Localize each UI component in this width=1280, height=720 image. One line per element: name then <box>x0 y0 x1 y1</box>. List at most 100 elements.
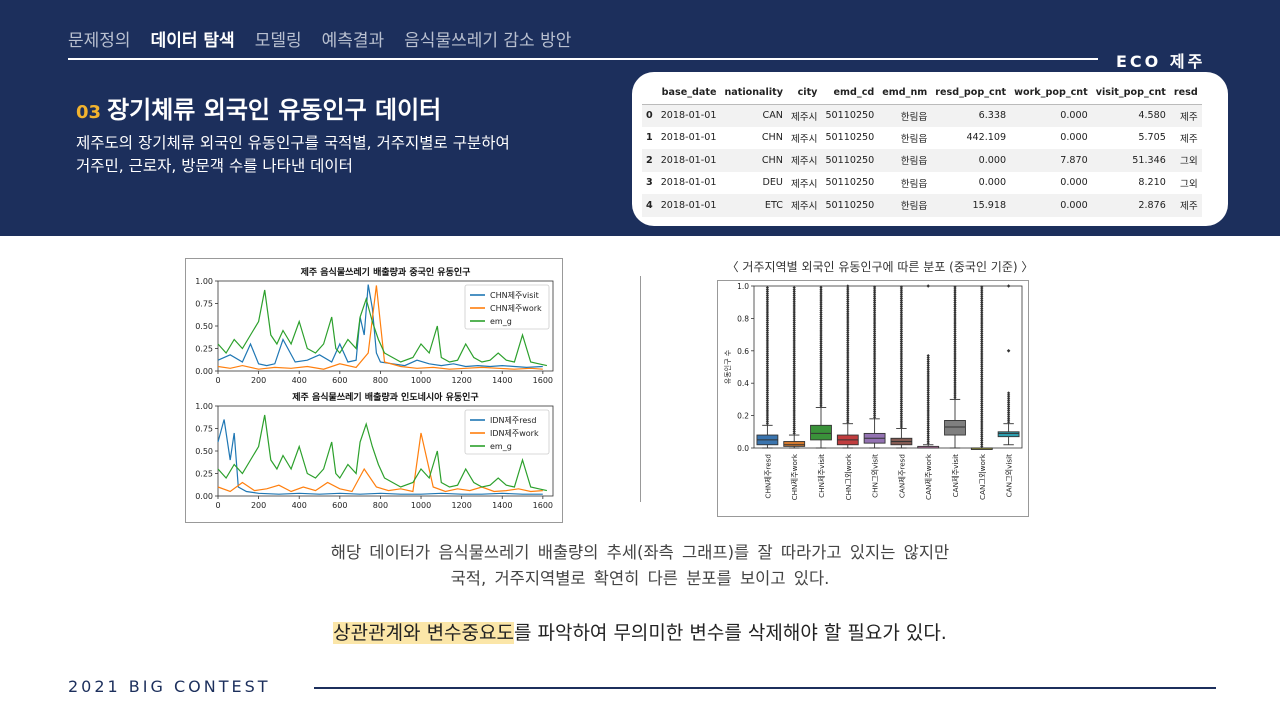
top-nav: 문제정의 데이터 탐색 모델링 예측결과 음식물쓰레기 감소 방안 <box>68 26 571 51</box>
table-cell: 제주 <box>1169 194 1202 217</box>
table-cell: 한림읍 <box>900 178 928 190</box>
outlier-point <box>873 382 877 386</box>
outlier-point <box>980 402 984 406</box>
table-cell: 50110250 <box>821 149 879 172</box>
outlier-point <box>980 417 984 421</box>
section-desc-line-2: 거주민, 근로자, 방문객 수를 나타낸 데이터 <box>76 157 353 175</box>
y-tick-label: 0.25 <box>195 345 213 354</box>
plot-frame <box>753 285 1023 449</box>
outlier-point <box>846 327 850 331</box>
outlier-point <box>1007 402 1011 407</box>
outlier-point <box>980 367 984 371</box>
outlier-point <box>1007 393 1011 397</box>
outlier-point <box>953 312 957 316</box>
table-cell: 0.000 <box>931 149 1011 172</box>
outlier-point <box>980 437 984 441</box>
y-tick-label: 0.50 <box>195 447 213 456</box>
chart-title: 제주 음식물쓰레기 배출량과 인도네시아 유동인구 <box>292 391 478 403</box>
x-tick-label: CHN제주resd <box>763 454 772 499</box>
legend-label: em_g <box>490 442 512 451</box>
table-cell: 7.870 <box>1010 149 1092 172</box>
outlier-point <box>953 378 957 382</box>
box-mark <box>997 431 1020 438</box>
x-tick-label: 200 <box>251 376 266 385</box>
outlier-point <box>765 301 769 305</box>
outlier-point <box>819 314 823 319</box>
series-line <box>217 414 548 492</box>
table-header-cell: work_pop_cnt <box>1010 82 1092 105</box>
outlier-point <box>953 298 957 303</box>
outlier-point <box>980 363 984 367</box>
table-header-cell: base_date <box>656 82 721 105</box>
outlier-point <box>846 315 850 319</box>
outlier-point <box>980 429 984 433</box>
outlier-point <box>792 336 796 340</box>
outlier-point <box>980 421 984 425</box>
table-cell: 5.705 <box>1138 132 1166 144</box>
outlier-point <box>953 339 957 344</box>
nav-item-problem[interactable]: 문제정의 <box>68 31 131 51</box>
outlier-point <box>899 402 903 406</box>
outlier-point <box>792 301 796 305</box>
nav-item-reduction-plan[interactable]: 음식물쓰레기 감소 방안 <box>404 31 572 51</box>
outlier-point <box>792 348 796 352</box>
outlier-point <box>873 398 877 402</box>
outlier-point <box>1007 399 1011 403</box>
outlier-point <box>980 444 984 448</box>
table-header-cell: emd_cd <box>821 82 879 105</box>
outlier-point <box>953 302 957 307</box>
conclusion-text: 상관관계와 변수중요도를 파악하여 무의미한 변수를 삭제해야 할 필요가 있다… <box>180 618 1100 645</box>
x-tick-label: 0 <box>215 501 220 510</box>
table-cell: 2018-01-01 <box>656 104 721 127</box>
y-tick-label: 0.25 <box>195 470 213 479</box>
outlier-point <box>1006 284 1011 288</box>
outlier-point <box>926 356 930 360</box>
outlier-point <box>953 289 957 293</box>
table-header-cell: resd <box>1169 82 1202 105</box>
table-cell: 한림읍 <box>878 149 932 172</box>
nav-item-modeling[interactable]: 모델링 <box>254 31 302 51</box>
table-cell: 제주시 <box>790 178 818 190</box>
legend-box <box>464 284 550 330</box>
y-tick-label: 0.8 <box>737 314 749 323</box>
outlier-point <box>953 351 957 355</box>
outlier-point <box>1007 418 1011 422</box>
outlier-point <box>953 328 957 332</box>
outlier-point <box>792 359 796 364</box>
table-header-row: base_date nationality city emd_cd emd_nm… <box>642 82 1202 105</box>
outlier-point <box>953 332 957 336</box>
outlier-point <box>873 403 877 408</box>
outlier-point <box>792 305 796 309</box>
x-tick-label: 400 <box>292 376 307 385</box>
nav-item-data-exploration[interactable]: 데이터 탐색 <box>150 31 235 51</box>
outlier-point <box>819 338 823 342</box>
outlier-point <box>899 417 903 421</box>
table-cell: 0.000 <box>978 177 1007 189</box>
outlier-point <box>980 396 984 400</box>
outlier-point <box>873 394 877 398</box>
outlier-point <box>980 355 984 359</box>
table-cell: 제주시 <box>790 133 818 145</box>
table-cell: 50110250 <box>825 177 875 189</box>
outlier-point <box>792 328 796 332</box>
outlier-point <box>792 340 796 344</box>
table-cell: 2018-01-01 <box>660 132 717 144</box>
outlier-point <box>846 323 850 327</box>
outlier-point <box>953 291 957 295</box>
legend-label: CHN제주work <box>490 304 542 313</box>
outlier-point <box>873 392 877 396</box>
nav-item-results[interactable]: 예측결과 <box>321 31 385 51</box>
outlier-point <box>899 390 903 394</box>
table-cell: 제주 <box>1180 133 1198 145</box>
table-row: 4 2018-01-01 ETC 제주시 50110250 한림읍 15.918… <box>642 194 1202 217</box>
table-cell: CAN <box>720 104 787 127</box>
box-mark <box>944 420 966 436</box>
outlier-point <box>765 359 769 364</box>
outlier-point <box>819 388 823 392</box>
outlier-point <box>846 292 850 296</box>
table-cell: 그외 <box>1180 178 1198 190</box>
outlier-point <box>980 378 984 382</box>
table-cell: 442.109 <box>966 132 1007 144</box>
legend-label: IDN제주resd <box>490 416 537 425</box>
summary-line-2: 국적, 거주지역별로 확연히 다른 분포를 보이고 있다. <box>450 569 830 588</box>
